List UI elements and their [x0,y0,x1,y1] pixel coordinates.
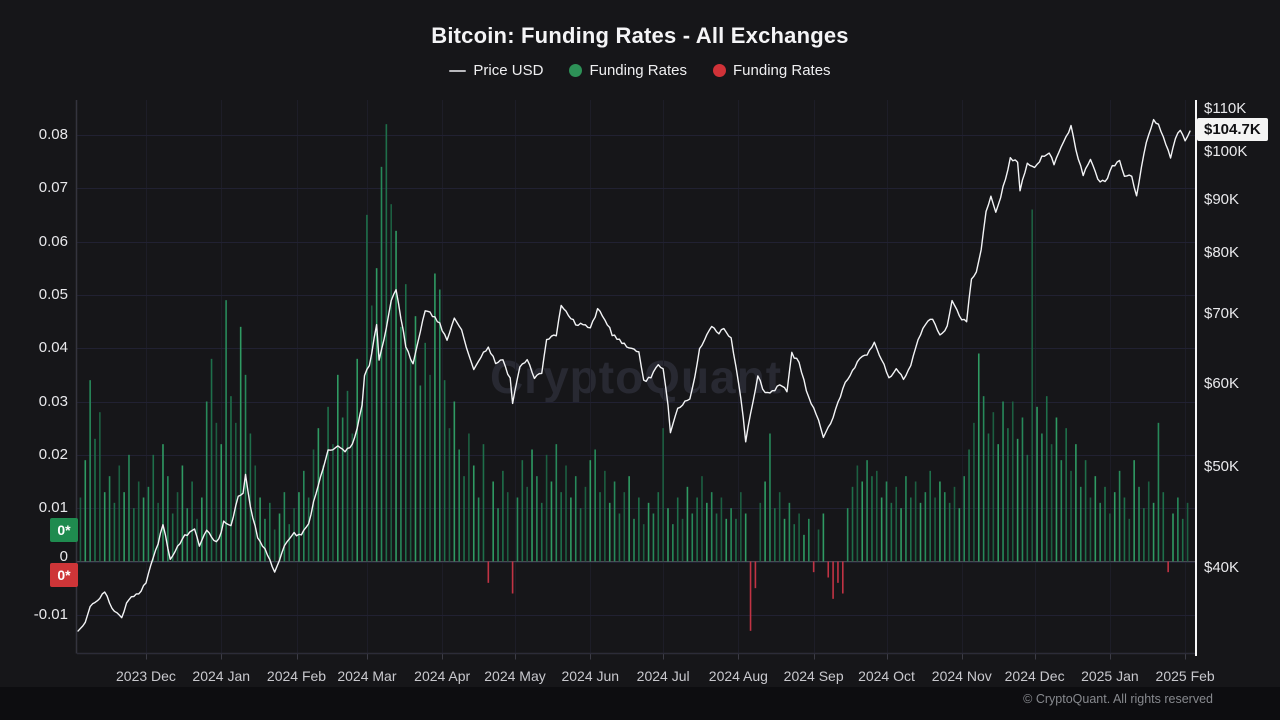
funding-axis-tick-label: 0.07 [38,179,68,197]
copyright-text: © CryptoQuant. All rights reserved [1023,692,1213,706]
price-axis-tick-label: $100K [1204,143,1248,160]
funding-axis-tick-label: 0.08 [38,125,68,143]
price-axis-tick-label: $40K [1204,558,1240,576]
x-axis-tick-label: 2023 Dec [116,668,176,684]
x-axis-tick-label: 2024 Jul [636,668,690,684]
page-footer: © CryptoQuant. All rights reserved [0,687,1280,720]
x-axis-tick-label: 2024 Feb [266,668,327,684]
funding-rate-positive-badge: 0* [50,518,78,542]
price-axis-tick-label: $50K [1204,457,1240,475]
x-axis-tick-label: 2024 Jan [192,668,251,684]
x-axis-tick-label: 2024 Oct [858,668,915,684]
funding-axis-tick-label: 0.05 [38,285,68,303]
price-axis-tick-label: $70K [1204,304,1240,322]
x-axis-tick-label: 2024 Jun [561,668,620,684]
x-axis-tick-label: 2024 Nov [931,668,992,684]
funding-axis-tick-label: 0.03 [38,392,68,410]
x-axis-tick-label: 2024 Aug [708,668,768,684]
price-axis-divider-line [1195,100,1197,656]
funding-rate-negative-badge: 0* [50,563,78,587]
price-axis-tick-label: $80K [1204,244,1240,262]
x-axis-tick-label: 2025 Jan [1081,668,1139,684]
price-axis-tick-label: $90K [1204,190,1240,208]
x-axis-tick-label: 2025 Feb [1155,668,1215,684]
funding-axis-tick-label: 0 [59,548,68,565]
price-axis-tick-label: $60K [1204,374,1240,392]
current-price-badge: $104.7K [1197,118,1268,141]
funding-axis-tick-label: 0.06 [38,232,68,250]
x-axis-tick-label: 2024 Apr [414,668,471,684]
funding-axis-tick-label: 0.01 [38,499,68,517]
x-axis-tick-label: 2024 Mar [337,668,397,684]
x-axis-tick-label: 2024 May [484,668,546,684]
funding-axis-tick-label: -0.01 [33,605,68,623]
x-axis-tick-label: 2024 Sep [783,668,844,684]
funding-axis-tick-label: 0.02 [38,445,68,463]
x-axis-tick-label: 2024 Dec [1004,668,1065,684]
price-axis-tick-label: $110K [1204,99,1247,117]
funding-axis-tick-label: 0.04 [38,339,68,357]
